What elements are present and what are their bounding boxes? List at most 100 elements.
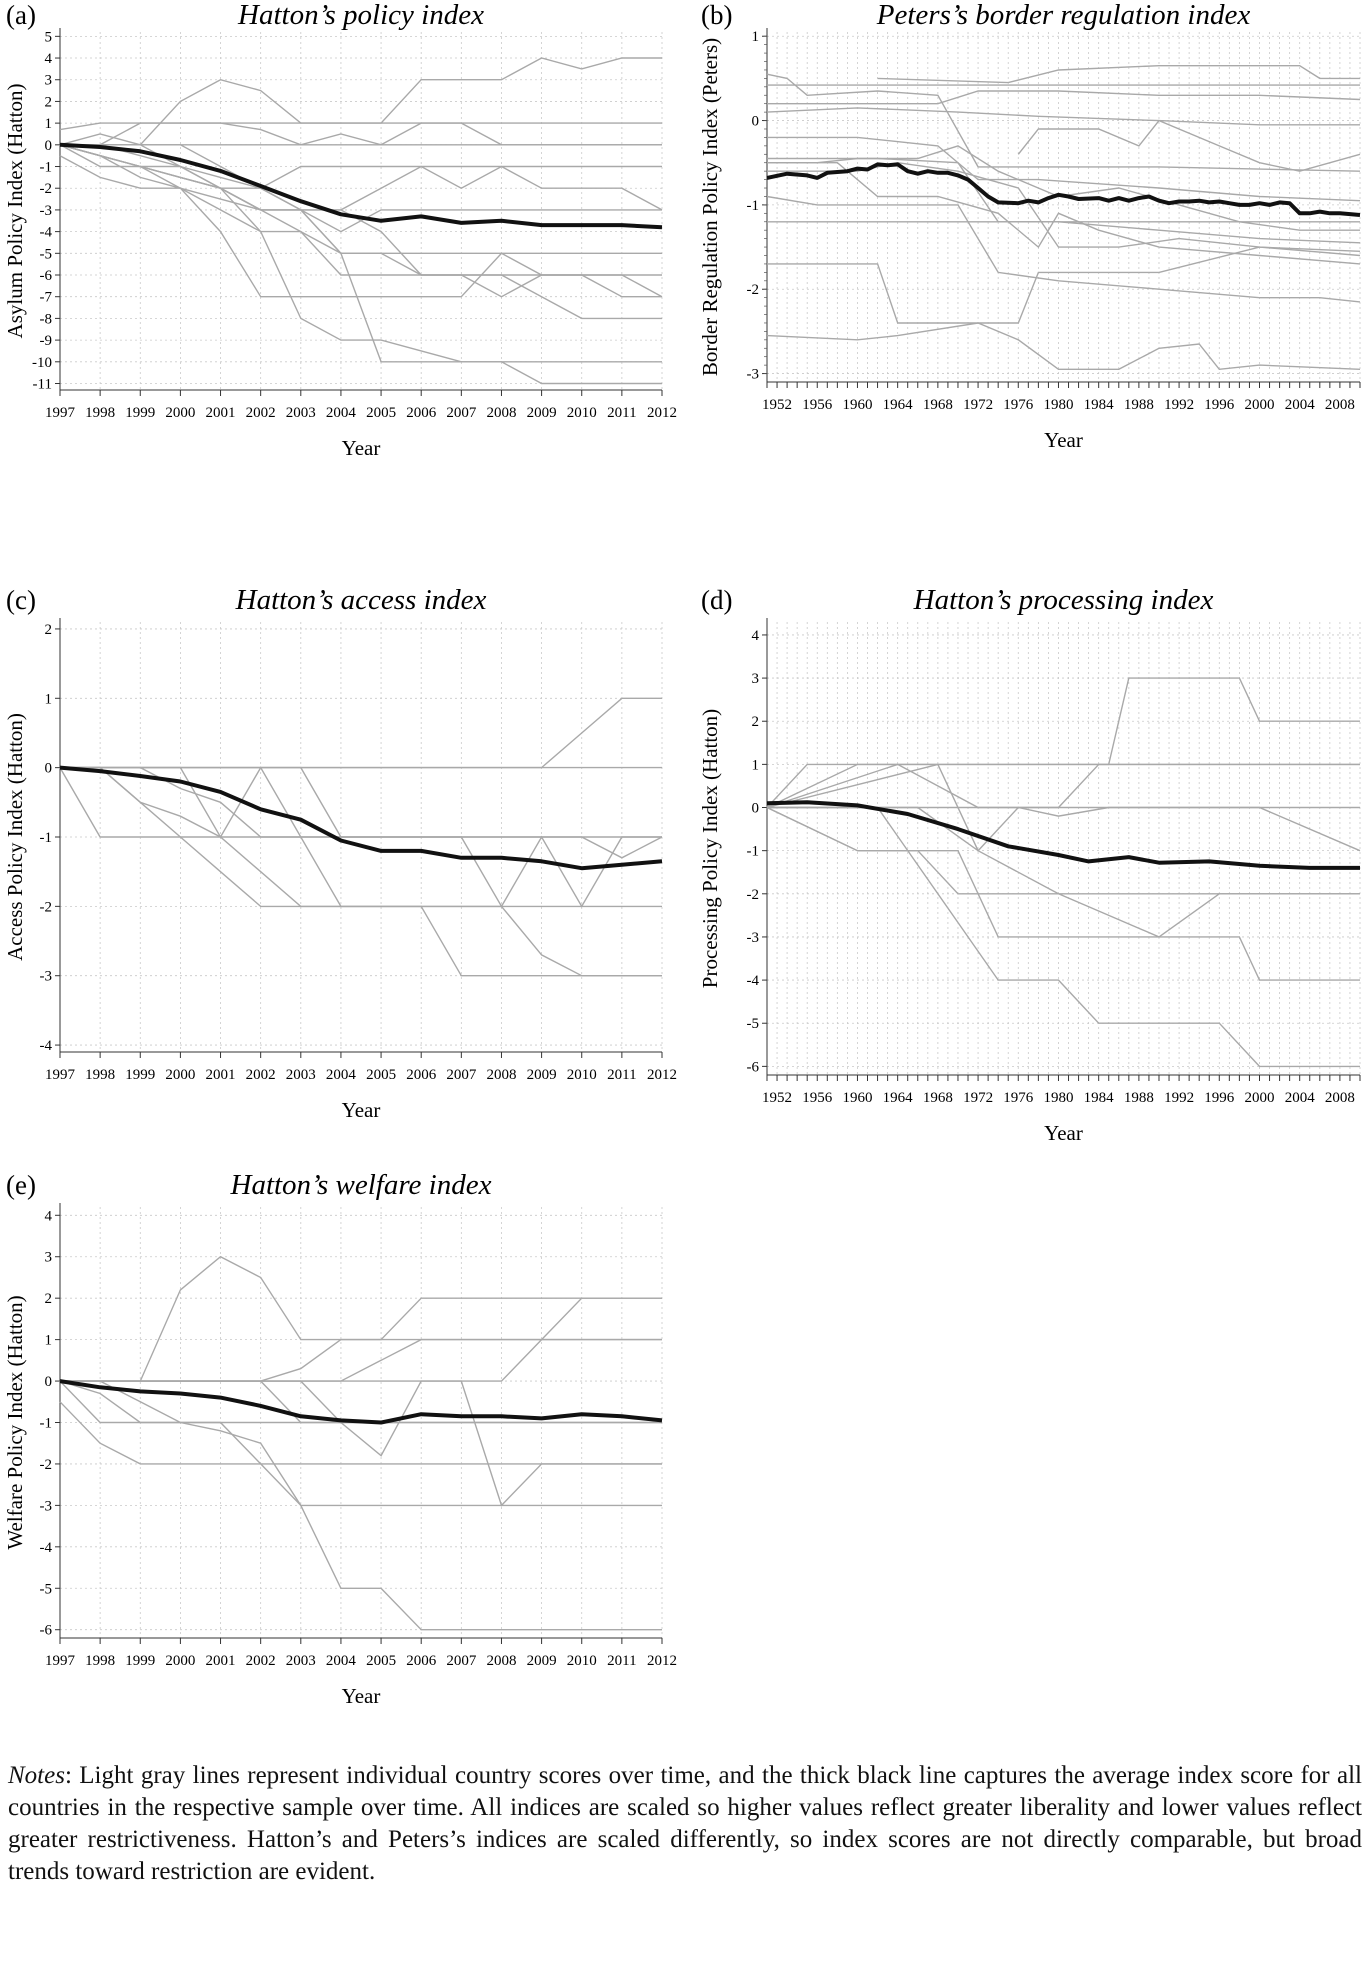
x-tick-label: 1972 <box>963 397 993 413</box>
x-tick-label: 1972 <box>963 1090 993 1106</box>
y-tick-label: -1 <box>747 844 760 860</box>
y-tick-label: -4 <box>40 1540 53 1556</box>
x-tick-label: 2008 <box>486 1653 516 1669</box>
y-tick-label: 2 <box>45 622 53 638</box>
y-tick-label: -2 <box>40 1457 53 1473</box>
country-series-line <box>60 144 662 363</box>
x-tick-label: 2000 <box>1244 1090 1274 1106</box>
chart-svg-b: (b) Peters’s border regulation index 1 0 -1 -… <box>698 0 1361 452</box>
country-series-line <box>767 90 1361 105</box>
x-tick-label: 1999 <box>125 405 155 421</box>
figure-notes: Notes: Light gray lines represent indivi… <box>8 1760 1362 1888</box>
y-tick-label: -5 <box>40 1581 53 1597</box>
country-series-line <box>59 144 662 320</box>
y-axis-label: Asylum Policy Index (Hatton) <box>3 84 27 339</box>
x-tick-label: 2008 <box>1325 1090 1355 1106</box>
y-tick-label: 1 <box>45 691 53 707</box>
country-series-line <box>766 73 1361 172</box>
country-series-line <box>766 806 1360 981</box>
y-tick-label: -9 <box>40 333 53 349</box>
y-tick-label: -2 <box>747 282 760 298</box>
y-tick-label: 1 <box>45 1333 53 1349</box>
x-tick-label: 2006 <box>406 405 437 421</box>
y-tick-label: -4 <box>40 225 53 241</box>
x-tick-label: 2004 <box>1285 1090 1316 1106</box>
panel-letter-d: (d) <box>701 585 732 615</box>
country-series-line <box>60 766 662 977</box>
country-series-line <box>60 1338 662 1382</box>
x-tick-label: 2001 <box>206 1653 236 1669</box>
x-tick-label: 2011 <box>607 405 636 421</box>
x-tick-label: 1999 <box>125 1067 155 1083</box>
x-tick-label: 1952 <box>762 397 792 413</box>
y-tick-label: -3 <box>40 203 53 219</box>
x-tick-label: 2000 <box>165 1067 195 1083</box>
y-tick-label: 1 <box>752 29 760 45</box>
y-tick-label: -3 <box>747 930 760 946</box>
y-tick-label: -2 <box>40 181 53 197</box>
x-tick-label: 2010 <box>567 1653 597 1669</box>
x-axis-label: Year <box>342 1684 381 1708</box>
y-axis-label: Processing Policy Index (Hatton) <box>698 709 722 988</box>
x-tick-label: 2006 <box>406 1067 437 1083</box>
y-tick-label: 3 <box>45 1250 53 1266</box>
chart-svg-d: (d) Hatton’s processing index 4 3 2 1 0 -1 -2 -3 -… <box>698 585 1361 1145</box>
x-tick-label: 1980 <box>1043 1090 1073 1106</box>
y-tick-label: -1 <box>40 830 53 846</box>
y-tick-label: 2 <box>752 714 760 730</box>
average-series-line <box>59 142 663 230</box>
x-tick-label: 1968 <box>923 1090 953 1106</box>
country-series-line <box>59 1401 662 1465</box>
country-series-line <box>766 107 1360 126</box>
y-tick-label: -5 <box>40 246 53 262</box>
x-axis-label: Year <box>342 1098 381 1122</box>
x-axis-label: Year <box>1044 428 1083 452</box>
x-tick-label: 1999 <box>125 1653 155 1669</box>
x-tick-label: 2009 <box>527 1653 557 1669</box>
x-tick-label: 2010 <box>567 1067 597 1083</box>
panel-letter-b: (b) <box>701 0 732 30</box>
x-tick-label: 1988 <box>1124 1090 1154 1106</box>
x-tick-label: 2009 <box>527 1067 557 1083</box>
x-tick-label: 2002 <box>246 405 276 421</box>
country-series-line <box>766 763 1360 809</box>
x-tick-label: 2003 <box>286 405 316 421</box>
x-tick-label: 2011 <box>607 1653 636 1669</box>
x-tick-label: 2001 <box>206 405 236 421</box>
y-tick-label: 4 <box>752 628 760 644</box>
y-tick-label: -8 <box>40 311 53 327</box>
country-series-line <box>766 322 1361 371</box>
x-tick-label: 1964 <box>883 397 914 413</box>
y-tick-label: -1 <box>40 160 53 176</box>
y-tick-label: -2 <box>747 887 760 903</box>
y-tick-label: -1 <box>747 198 760 214</box>
chart-panel-c: (c) Hatton’s access index 2 1 0 -1 -2 -3 -4 1997 1… <box>0 585 690 1165</box>
notes-text: : Light gray lines represent individual … <box>8 1762 1362 1885</box>
y-tick-label: 0 <box>752 801 760 817</box>
country-series-line <box>60 697 662 769</box>
y-tick-label: 2 <box>45 1291 53 1307</box>
x-tick-label: 1960 <box>842 1090 872 1106</box>
x-tick-label: 1997 <box>45 1653 76 1669</box>
grid-a <box>59 32 663 390</box>
x-tick-label: 2004 <box>326 1653 357 1669</box>
country-series-line <box>59 1380 662 1631</box>
y-tick-label: 1 <box>45 116 53 132</box>
x-tick-label: 2005 <box>366 1067 396 1083</box>
chart-title-c: Hatton’s access index <box>235 585 487 616</box>
country-series-line <box>767 246 1361 324</box>
x-tick-label: 2005 <box>366 405 396 421</box>
y-tick-label: 4 <box>45 1208 53 1224</box>
x-tick-label: 2008 <box>486 405 516 421</box>
x-tick-label: 1984 <box>1084 1090 1115 1106</box>
chart-title-b: Peters’s border regulation index <box>876 0 1251 31</box>
x-tick-label: 1952 <box>762 1090 792 1106</box>
x-tick-label: 2005 <box>366 1653 396 1669</box>
average-series-line <box>59 1379 663 1425</box>
x-tick-label: 2002 <box>246 1653 276 1669</box>
x-axis-label: Year <box>342 436 381 460</box>
notes-lead: Notes <box>8 1762 65 1789</box>
x-tick-label: 1992 <box>1164 1090 1194 1106</box>
x-tick-label: 1992 <box>1164 397 1194 413</box>
x-tick-label: 2004 <box>326 1067 357 1083</box>
